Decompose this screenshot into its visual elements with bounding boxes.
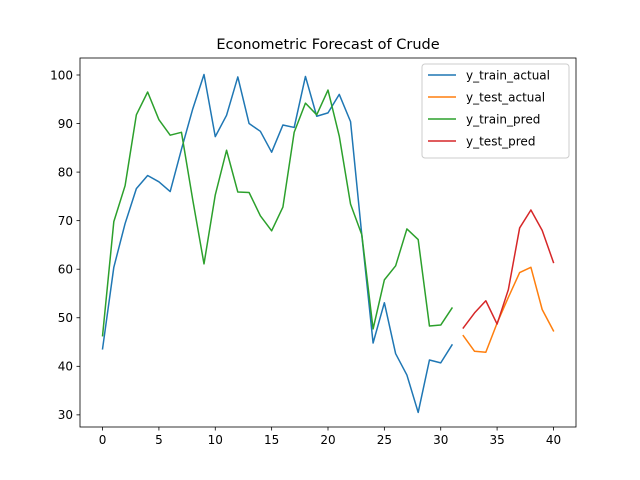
series-line-y-test-pred [462,209,555,329]
series-line-y-test-actual [462,266,555,353]
x-tick-label: 15 [264,433,279,447]
legend-label-y-train-actual: y_train_actual [466,68,550,82]
legend: y_train_actual y_test_actual y_train_predy… [421,63,570,159]
x-tick-label: 35 [489,433,504,447]
legend-box [421,63,570,159]
x-tick-label: 0 [99,433,107,447]
legend-label-y-train-pred: y_train_pred [466,112,540,126]
series-line-y-train-actual [101,73,454,414]
x-tick-label: 25 [377,433,392,447]
x-tick-label: 40 [546,433,561,447]
y-tick-label: 30 [58,408,73,422]
x-tick-label: 30 [433,433,448,447]
y-tick-label: 50 [58,311,73,325]
x-tick-label: 20 [320,433,335,447]
y-tick-label: 70 [58,214,73,228]
legend-label-y-test-pred: y_test_pred [466,134,535,148]
plot-area [101,73,555,414]
legend-label-y-test-actual: y_test_actual [466,90,545,104]
y-tick-label: 80 [58,165,73,179]
x-tick-label: 5 [155,433,163,447]
x-tick-label: 10 [208,433,223,447]
y-tick-label: 100 [50,68,73,82]
y-tick-label: 60 [58,263,73,277]
chart-title: Econometric Forecast of Crude [216,37,439,53]
series-line-y-train-pred [101,89,454,337]
y-tick-label: 40 [58,360,73,374]
axes: 0 5 10 15 20 25 30 35 40 30 40 50 60 70 80 90 100 [50,57,577,447]
y-tick-label: 90 [58,117,73,131]
